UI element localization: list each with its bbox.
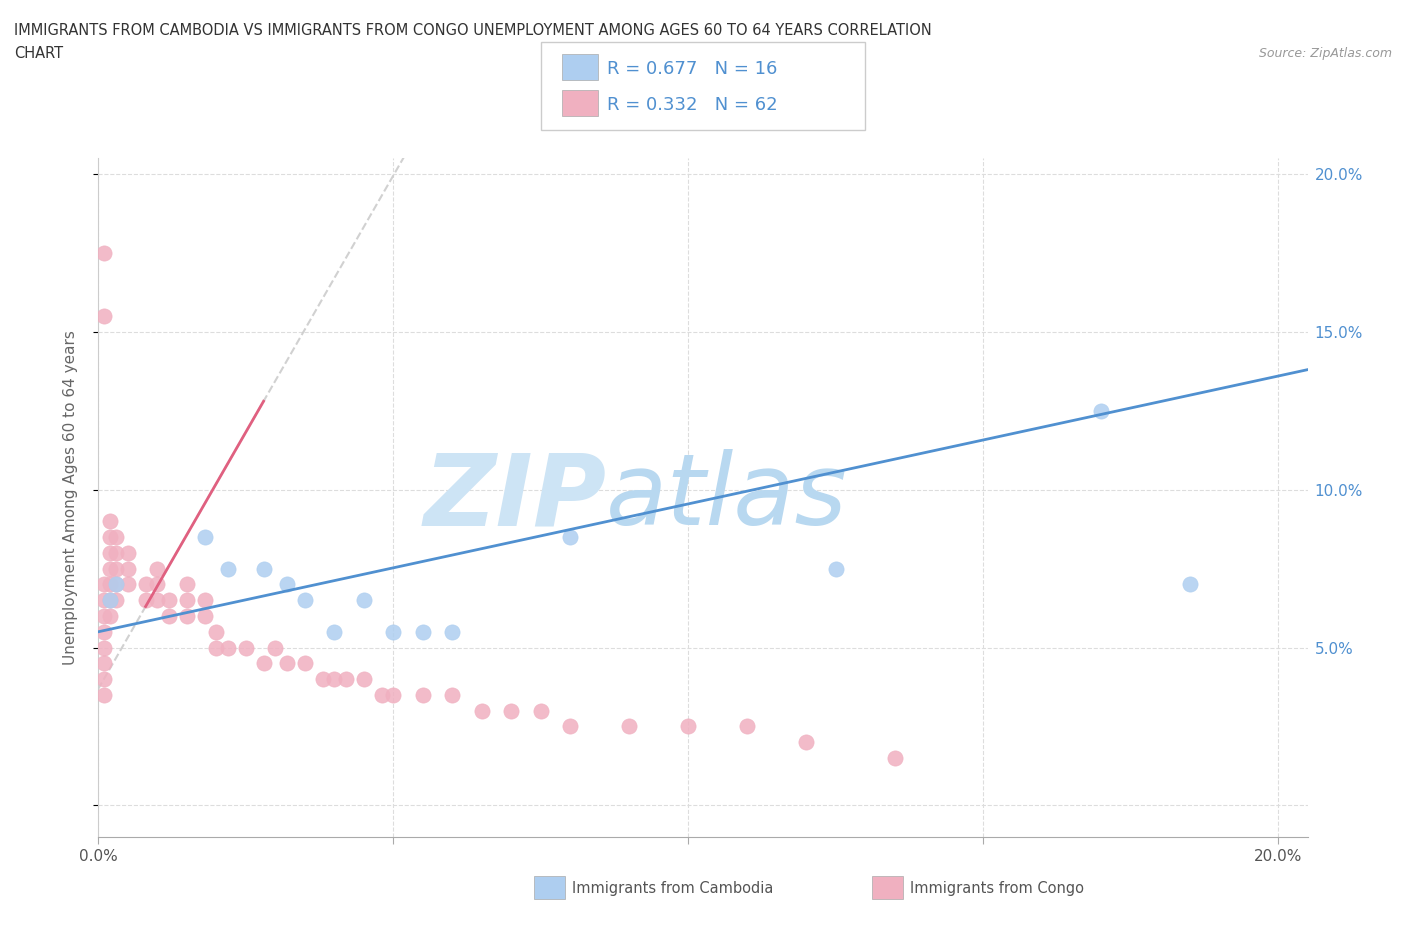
- Point: [117, 577, 139, 591]
- Point: [105, 561, 128, 576]
- Point: [794, 735, 817, 750]
- Point: [194, 608, 217, 623]
- Point: [93, 671, 115, 686]
- Point: [252, 656, 274, 671]
- Point: [883, 751, 905, 765]
- Text: CHART: CHART: [14, 46, 63, 61]
- Point: [412, 624, 434, 639]
- Point: [235, 640, 257, 655]
- Y-axis label: Unemployment Among Ages 60 to 64 years: Unemployment Among Ages 60 to 64 years: [63, 330, 77, 665]
- Point: [619, 719, 641, 734]
- Point: [176, 608, 198, 623]
- Point: [93, 577, 115, 591]
- Text: atlas: atlas: [606, 449, 848, 546]
- Point: [353, 671, 375, 686]
- Point: [441, 687, 464, 702]
- Point: [311, 671, 333, 686]
- Point: [105, 577, 128, 591]
- Text: ZIP: ZIP: [423, 449, 606, 546]
- Point: [176, 592, 198, 607]
- Point: [135, 577, 157, 591]
- Point: [194, 592, 217, 607]
- Point: [530, 703, 553, 718]
- Point: [93, 309, 115, 324]
- Text: IMMIGRANTS FROM CAMBODIA VS IMMIGRANTS FROM CONGO UNEMPLOYMENT AMONG AGES 60 TO : IMMIGRANTS FROM CAMBODIA VS IMMIGRANTS F…: [14, 23, 932, 38]
- Point: [93, 687, 115, 702]
- Point: [205, 624, 228, 639]
- Point: [157, 592, 180, 607]
- Point: [335, 671, 357, 686]
- Point: [217, 561, 239, 576]
- Point: [135, 592, 157, 607]
- Point: [441, 624, 464, 639]
- Point: [93, 656, 115, 671]
- Point: [98, 577, 121, 591]
- Point: [294, 592, 316, 607]
- Point: [370, 687, 392, 702]
- Text: R = 0.332   N = 62: R = 0.332 N = 62: [607, 96, 778, 114]
- Text: Immigrants from Cambodia: Immigrants from Cambodia: [572, 881, 773, 896]
- Point: [98, 592, 121, 607]
- Point: [93, 246, 115, 260]
- Point: [217, 640, 239, 655]
- Point: [176, 577, 198, 591]
- Point: [276, 577, 298, 591]
- Point: [146, 592, 169, 607]
- Point: [294, 656, 316, 671]
- Point: [157, 608, 180, 623]
- Point: [382, 687, 405, 702]
- Point: [98, 561, 121, 576]
- Point: [194, 529, 217, 544]
- Point: [323, 671, 346, 686]
- Point: [824, 561, 846, 576]
- Point: [93, 592, 115, 607]
- Text: R = 0.677   N = 16: R = 0.677 N = 16: [607, 60, 778, 77]
- Point: [205, 640, 228, 655]
- Point: [93, 624, 115, 639]
- Text: Source: ZipAtlas.com: Source: ZipAtlas.com: [1258, 46, 1392, 60]
- Point: [146, 577, 169, 591]
- Point: [382, 624, 405, 639]
- Point: [117, 545, 139, 560]
- Point: [98, 513, 121, 528]
- Point: [98, 529, 121, 544]
- Point: [501, 703, 523, 718]
- Point: [560, 529, 582, 544]
- Point: [93, 640, 115, 655]
- Point: [105, 577, 128, 591]
- Point: [98, 545, 121, 560]
- Point: [252, 561, 274, 576]
- Point: [98, 592, 121, 607]
- Point: [735, 719, 758, 734]
- Point: [1090, 404, 1112, 418]
- Point: [264, 640, 287, 655]
- Point: [560, 719, 582, 734]
- Point: [353, 592, 375, 607]
- Point: [678, 719, 700, 734]
- Point: [105, 545, 128, 560]
- Point: [117, 561, 139, 576]
- Point: [98, 608, 121, 623]
- Point: [276, 656, 298, 671]
- Point: [1178, 577, 1201, 591]
- Point: [323, 624, 346, 639]
- Point: [146, 561, 169, 576]
- Text: Immigrants from Congo: Immigrants from Congo: [910, 881, 1084, 896]
- Point: [412, 687, 434, 702]
- Point: [471, 703, 494, 718]
- Point: [105, 592, 128, 607]
- Point: [105, 529, 128, 544]
- Point: [93, 608, 115, 623]
